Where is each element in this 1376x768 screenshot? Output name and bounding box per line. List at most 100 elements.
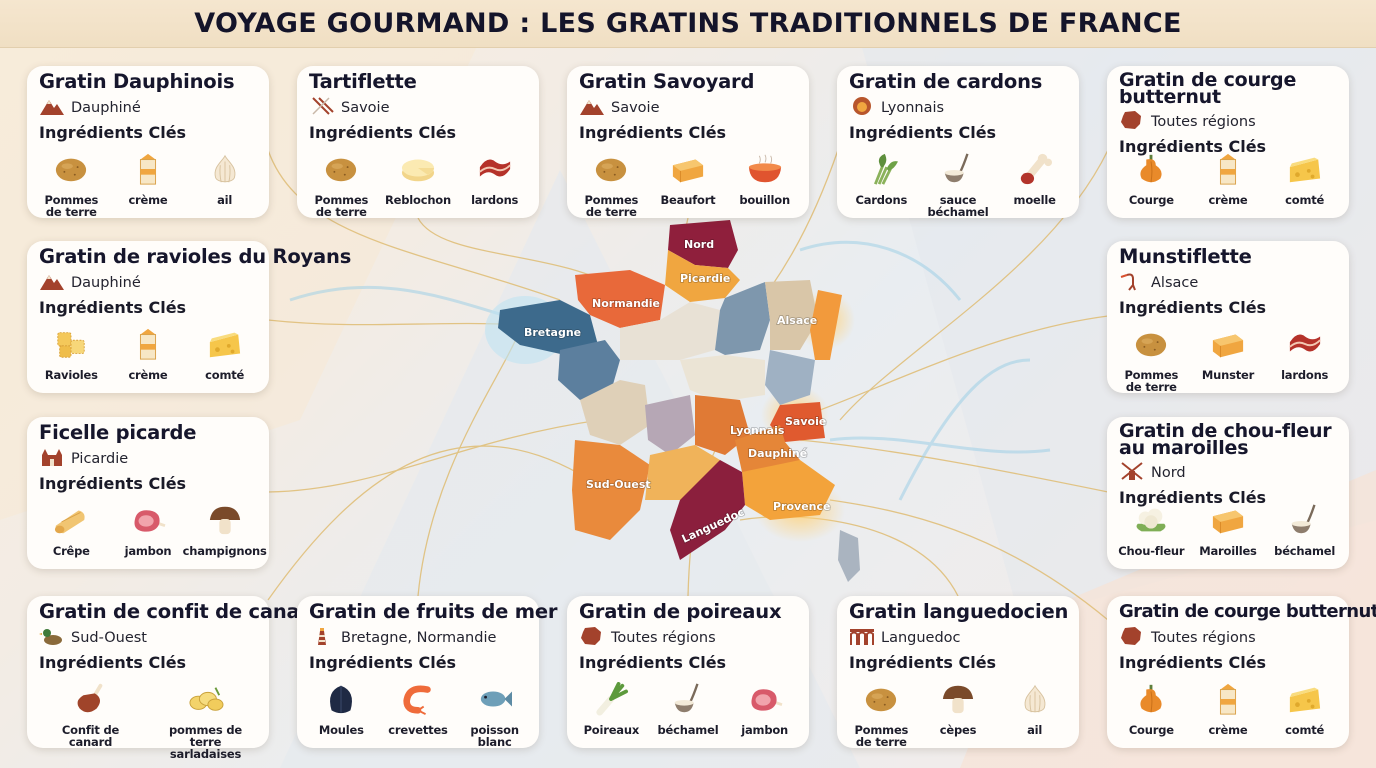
map-label-savoie: Savoie: [785, 415, 826, 428]
gratin-card-gratin-de-courge-butternut: Gratin de courge butternut Toutes région…: [1107, 66, 1349, 218]
map-label-picardie: Picardie: [680, 272, 730, 285]
map-region-provence: [742, 460, 835, 520]
cardoon-icon: [862, 152, 900, 190]
ingredient-label: poisson blanc: [470, 723, 519, 749]
aqueduct-icon: [849, 626, 875, 650]
ingredients-heading: Ingrédients Clés: [1119, 488, 1267, 507]
ingredient-label: crème: [128, 193, 168, 207]
title-banner: VOYAGE GOURMAND : LES GRATINS TRADITIONN…: [0, 0, 1376, 48]
ingredient-label: Pommes de terre: [314, 193, 369, 219]
ingredient-item: jambon: [729, 682, 801, 736]
mussel-icon: [322, 682, 360, 720]
duck-icon: [39, 626, 65, 650]
map-region-picardie: [665, 250, 740, 302]
ingredient-item: cèpes: [922, 682, 994, 736]
cream-carton-icon: [1209, 682, 1247, 720]
card-title: Gratin de fruits de mer: [309, 600, 558, 623]
ingredient-item: Pommes de terre: [305, 152, 377, 218]
ingredient-item: moelle: [999, 152, 1071, 206]
ingredient-list: Poireaux béchamel jambon: [573, 682, 803, 742]
ingredient-label: Ravioles: [44, 368, 98, 382]
ingredient-item: comté: [189, 327, 261, 381]
card-title: Gratin de courge butternut: [1119, 601, 1376, 622]
gratin-card-gratin-de-poireaux: Gratin de poireaux Toutes régions Ingréd…: [567, 596, 809, 748]
bacon-icon: [1286, 327, 1324, 365]
cream-carton-icon: [129, 152, 167, 190]
card-region: Bretagne, Normandie: [309, 628, 529, 648]
ingredient-item: Maroilles: [1192, 503, 1264, 557]
ingredients-heading: Ingrédients Clés: [849, 653, 997, 672]
potato-icon: [52, 152, 90, 190]
ingredient-item: lardons: [1269, 327, 1341, 381]
ingredients-heading: Ingrédients Clés: [309, 653, 457, 672]
potato-icon: [862, 682, 900, 720]
map-region-alsace: [810, 290, 842, 360]
region-label: Dauphiné: [71, 100, 141, 116]
map-label-nord: Nord: [684, 238, 714, 251]
squash-icon: [1132, 152, 1170, 190]
ingredient-label: lardons: [1281, 368, 1329, 382]
ham-icon: [129, 503, 167, 541]
ingredient-list: Pommes de terre Beaufort bouillon: [573, 152, 803, 218]
ingredient-item: bouillon: [729, 152, 801, 206]
region-label: Toutes régions: [611, 630, 716, 646]
map-label-normandie: Normandie: [592, 297, 660, 310]
france-map-icon: [1119, 626, 1145, 650]
map-label-dauphine: Dauphiné: [748, 447, 807, 460]
ingredient-label: ail: [1027, 723, 1043, 737]
map-label-sud-ouest: Sud-Ouest: [586, 478, 651, 491]
card-region: Lyonnais: [849, 97, 1069, 118]
card-region: Picardie: [39, 449, 259, 469]
ingredient-label: comté: [205, 368, 245, 382]
marrow-bone-icon: [1016, 152, 1054, 190]
ingredients-heading: Ingrédients Clés: [1119, 298, 1267, 317]
ingredient-label: moelle: [1013, 193, 1056, 207]
potato-icon: [1132, 327, 1170, 365]
crepe-roll-icon: [52, 503, 90, 541]
gratin-card-gratin-dauphinois: Gratin Dauphinois Dauphiné Ingrédients C…: [27, 66, 269, 218]
ingredient-label: comté: [1285, 723, 1325, 737]
card-region: Savoie: [579, 98, 799, 118]
ingredients-heading: Ingrédients Clés: [39, 653, 187, 672]
ladle-icon: [1286, 503, 1324, 541]
mountain-icon: [579, 96, 605, 120]
cheese-wedge-icon: [1286, 682, 1324, 720]
fish-icon: [476, 682, 514, 720]
ingredient-label: Crêpe: [52, 544, 90, 558]
shrimp-icon: [399, 682, 437, 720]
ham-icon: [746, 682, 784, 720]
ingredient-label: crème: [1208, 193, 1248, 207]
card-title: Gratin languedocien: [849, 600, 1069, 623]
ingredients-heading: Ingrédients Clés: [39, 123, 187, 142]
gratin-card-gratin-de-confit-de-canard: Gratin de confit de canard Sud-Ouest Ing…: [27, 596, 323, 760]
ingredient-label: Pommes de terre: [584, 193, 639, 219]
wheel-cheese-icon: [669, 152, 707, 190]
region-label: Savoie: [611, 100, 660, 116]
map-label-provence: Provence: [773, 500, 831, 513]
leek-icon: [592, 682, 630, 720]
page-title: VOYAGE GOURMAND : LES GRATINS TRADITIONN…: [194, 8, 1182, 39]
cream-carton-icon: [1209, 152, 1247, 190]
ingredient-list: Pommes de terre Munster lardons: [1113, 327, 1343, 393]
ingredient-label: crème: [1208, 723, 1248, 737]
ingredient-item: Moules: [305, 682, 377, 736]
windmill-icon: [1119, 461, 1145, 485]
ravioli-icon: [52, 327, 90, 365]
ingredient-label: Pommes de terre: [1124, 368, 1179, 394]
ingredient-item: ail: [999, 682, 1071, 736]
card-title: Gratin Savoyard: [579, 70, 755, 93]
garlic-icon: [1016, 682, 1054, 720]
mushroom-icon: [939, 682, 977, 720]
gratin-card-ficelle-picarde: Ficelle picarde Picardie Ingrédients Clé…: [27, 417, 269, 569]
bacon-icon: [476, 152, 514, 190]
lighthouse-icon: [309, 626, 335, 650]
map-region-savoie: [770, 402, 825, 442]
ingredient-label: Courge: [1128, 193, 1174, 207]
card-region: Nord: [1119, 461, 1339, 485]
region-label: Toutes régions: [1151, 114, 1256, 130]
potato-icon: [322, 152, 360, 190]
region-label: Bretagne, Normandie: [341, 630, 497, 646]
ingredient-label: Pommes de terre: [44, 193, 99, 219]
ingredient-label: Pommes de terre: [854, 723, 909, 749]
ingredient-item: Courge: [1115, 152, 1187, 206]
